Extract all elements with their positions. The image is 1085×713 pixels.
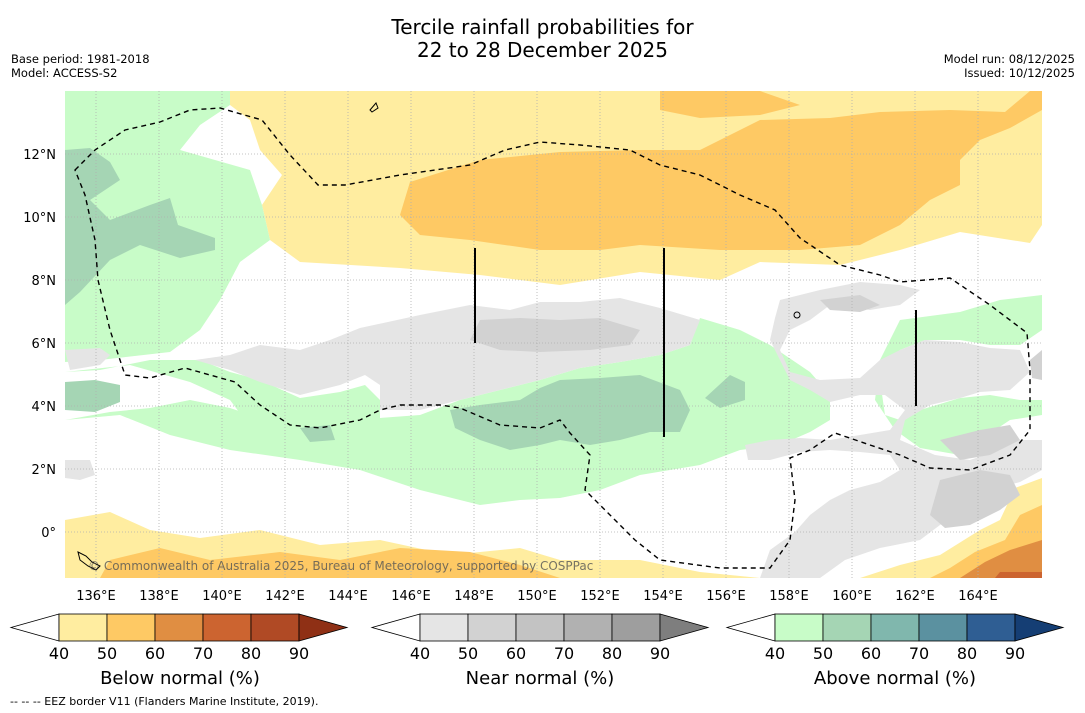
model-name: Model: ACCESS-S2 — [11, 66, 118, 80]
model-run: Model run: 08/12/2025 — [943, 52, 1075, 66]
lon-tick-label: 150°E — [517, 589, 557, 604]
lat-tick-labels: 12°N 10°N 8°N 6°N 4°N 2°N 0° — [23, 148, 56, 541]
colorbar-near-label: Near normal (%) — [465, 668, 615, 689]
meta-left: Base period: 1981-2018 Model: ACCESS-S2 — [11, 52, 150, 80]
colorbar-swatch — [918, 613, 968, 642]
eez-footnote: -- -- -- EEZ border V11 (Flanders Marine… — [10, 695, 319, 708]
colorbar-swatch — [774, 613, 824, 642]
colorbar-swatch — [154, 613, 204, 642]
colorbar-tick-label: 40 — [49, 644, 69, 663]
colorbar-tick-label: 90 — [650, 644, 670, 663]
colorbars: 40 50 60 70 80 90 40 50 60 70 80 90 40 50 60 70 80 90 — [9, 613, 1065, 663]
colorbar-tick-label: 70 — [193, 644, 213, 663]
colorbar-below: 40 50 60 70 80 90 — [9, 613, 349, 663]
below-normal-60-southeast — [960, 540, 1042, 578]
colorbar-tick-label: 40 — [410, 644, 430, 663]
below-normal-50-south — [100, 548, 560, 578]
colorbar-near: 40 50 60 70 80 90 — [370, 613, 710, 663]
eez-border — [74, 107, 1031, 569]
lon-tick-label: 154°E — [643, 589, 683, 604]
below-normal-50-east — [660, 91, 800, 118]
lon-tick-label: 156°E — [706, 589, 746, 604]
below-normal-70-southeast — [995, 572, 1042, 578]
colorbar-tick-label: 70 — [554, 644, 574, 663]
lon-tick-label: 136°E — [76, 589, 116, 604]
colorbar-tick-label: 90 — [289, 644, 309, 663]
lon-tick-label: 146°E — [391, 589, 431, 604]
lat-tick-label: 2°N — [32, 463, 57, 478]
lon-tick-label: 148°E — [454, 589, 494, 604]
colorbar-swatch — [419, 613, 469, 642]
colorbar-tick-label: 60 — [861, 644, 881, 663]
title-line-1: Tercile rainfall probabilities for — [391, 15, 694, 39]
lat-tick-label: 0° — [41, 526, 56, 541]
colorbar-above: 40 50 60 70 80 90 — [725, 613, 1065, 663]
colorbar-tick-label: 50 — [813, 644, 833, 663]
lat-tick-label: 10°N — [23, 211, 56, 226]
copyright-text: © Commonwealth of Australia 2025, Bureau… — [88, 559, 593, 573]
probability-field — [65, 91, 1042, 578]
colorbar-swatch — [250, 613, 300, 642]
colorbar-tick-label: 40 — [765, 644, 785, 663]
colorbar-tick-label: 50 — [97, 644, 117, 663]
lon-tick-label: 158°E — [769, 589, 809, 604]
lat-tick-label: 6°N — [32, 337, 57, 352]
base-period: Base period: 1981-2018 — [11, 52, 150, 66]
colorbar-swatch — [966, 613, 1016, 642]
colorbar-swatch — [611, 613, 661, 642]
colorbar-swatch — [725, 613, 776, 642]
lat-tick-label: 12°N — [23, 148, 56, 163]
colorbar-swatch — [822, 613, 872, 642]
lon-tick-label: 138°E — [139, 589, 179, 604]
graticule — [65, 91, 1042, 578]
colorbar-below-label: Below normal (%) — [100, 668, 260, 689]
lon-tick-label: 142°E — [265, 589, 305, 604]
colorbar-swatch — [563, 613, 613, 642]
colorbar-swatch — [106, 613, 156, 642]
colorbar-above-label: Above normal (%) — [813, 668, 977, 689]
lon-tick-label: 152°E — [580, 589, 620, 604]
colorbar-swatch — [1014, 613, 1065, 642]
colorbar-tick-label: 80 — [957, 644, 977, 663]
colorbar-tick-label: 50 — [458, 644, 478, 663]
above-normal-50-sw — [65, 380, 335, 442]
lon-tick-label: 140°E — [202, 589, 242, 604]
issued-date: Issued: 10/12/2025 — [964, 66, 1075, 80]
near-normal-40-west — [65, 348, 110, 480]
colorbar-swatch — [870, 613, 920, 642]
colorbar-tick-label: 60 — [506, 644, 526, 663]
colorbar-tick-label: 90 — [1005, 644, 1025, 663]
colorbar-tick-label: 80 — [241, 644, 261, 663]
coastlines — [77, 102, 801, 571]
lon-tick-label: 164°E — [958, 589, 998, 604]
colorbar-swatch — [202, 613, 252, 642]
colorbar-swatch — [58, 613, 108, 642]
lat-tick-label: 8°N — [32, 274, 57, 289]
sampling-bars — [474, 248, 917, 437]
lon-tick-label: 160°E — [832, 589, 872, 604]
above-normal-50-west — [65, 148, 215, 305]
colorbar-tick-label: 80 — [602, 644, 622, 663]
colorbar-swatch — [9, 613, 60, 642]
above-normal-50-east-centre — [705, 375, 745, 408]
colorbar-swatch — [298, 613, 349, 642]
colorbar-tick-label: 70 — [909, 644, 929, 663]
lat-tick-label: 4°N — [32, 400, 57, 415]
above-normal-40-southwest — [65, 318, 830, 505]
colorbar-swatch — [467, 613, 517, 642]
title-line-2: 22 to 28 December 2025 — [416, 38, 668, 62]
colorbar-tick-label: 60 — [145, 644, 165, 663]
near-normal-50-central — [470, 318, 640, 352]
colorbar-swatch — [659, 613, 710, 642]
lon-tick-labels: 136°E 138°E 140°E 142°E 144°E 146°E 148°E 150°E… — [76, 589, 998, 604]
below-normal-50-north — [400, 91, 1042, 250]
colorbar-swatch — [515, 613, 565, 642]
colorbar-swatch — [370, 613, 421, 642]
lon-tick-label: 162°E — [895, 589, 935, 604]
meta-right: Model run: 08/12/2025 Issued: 10/12/2025 — [944, 52, 1075, 80]
above-normal-50-centre — [450, 375, 690, 450]
lon-tick-label: 144°E — [328, 589, 368, 604]
